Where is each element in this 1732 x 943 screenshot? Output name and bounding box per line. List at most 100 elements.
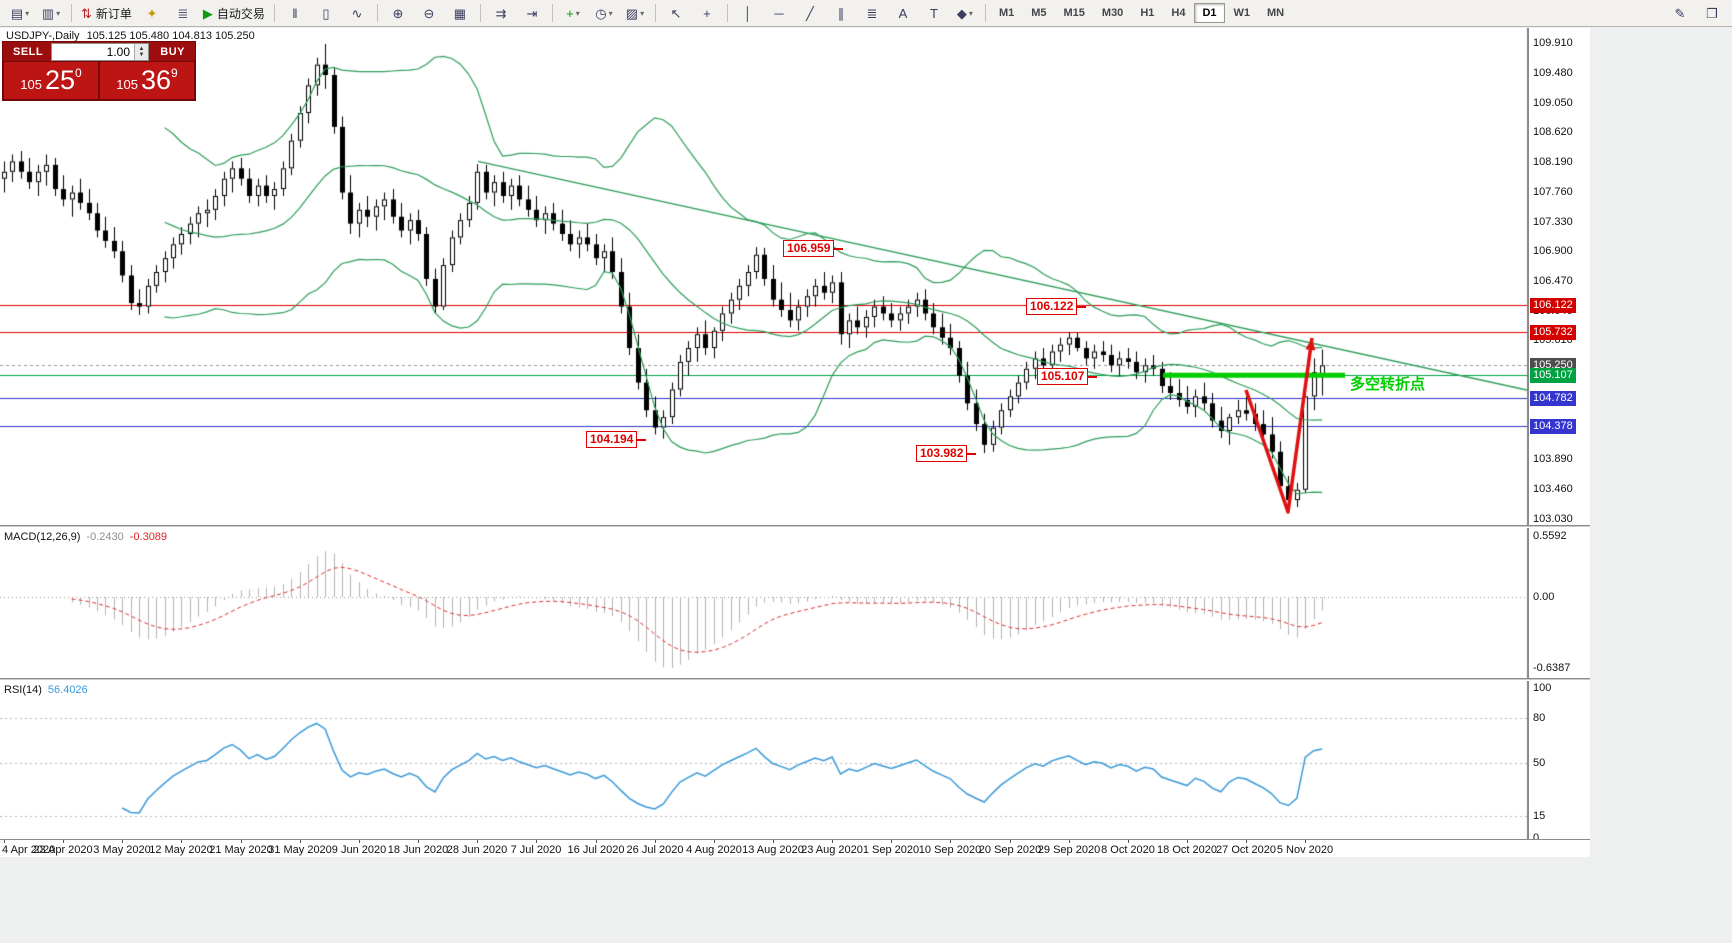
price-callout-label[interactable]: 106.959 — [783, 240, 844, 257]
turning-point-text[interactable]: 多空转折点 — [1350, 376, 1426, 393]
price-chart-canvas[interactable] — [0, 28, 1528, 525]
line-chart-button[interactable]: ∿ — [342, 1, 372, 25]
timeframe-m1-button[interactable]: M1 — [998, 7, 1015, 19]
autotrading-button[interactable]: ▶ 自动交易 — [199, 1, 269, 25]
timeframe-h1-button[interactable]: H1 — [1140, 7, 1155, 19]
timeframe-h4-button[interactable]: H4 — [1171, 7, 1186, 19]
price-axis-label: 109.910 — [1533, 37, 1573, 50]
time-tick — [181, 840, 182, 843]
buy-button[interactable]: 105 36 9 — [100, 62, 194, 99]
macd-name: MACD(12,26,9) — [4, 531, 81, 543]
horizontal-line-button[interactable]: ─ — [764, 1, 794, 25]
toolbar-separator — [726, 4, 728, 22]
indicators-button[interactable]: + ▾ — [558, 1, 588, 25]
equidistant-channel-button[interactable]: ∥ — [826, 1, 856, 25]
auto-scroll-icon: ⇉ — [495, 5, 507, 21]
date-label: 23 Apr 2020 — [33, 844, 93, 856]
periods-button[interactable]: ◷ ▾ — [589, 1, 619, 25]
zoom-in-button[interactable]: ⊕ — [383, 1, 413, 25]
horizontal-line-icon: ─ — [774, 5, 784, 21]
autotrading-icon: ▶ — [202, 5, 213, 21]
templates-button[interactable]: ▨ ▾ — [620, 1, 650, 25]
fibonacci-button[interactable]: ≣ — [857, 1, 887, 25]
date-label: 26 Jul 2020 — [626, 844, 684, 856]
depth-of-market-button[interactable]: ≣ — [168, 1, 198, 25]
profiles-button[interactable]: ▥ ▾ — [36, 1, 66, 25]
text-button[interactable]: A — [888, 1, 918, 25]
macd-axis[interactable]: 0.5592 0.00 -0.6387 — [1528, 528, 1590, 678]
rsi-axis-label: 15 — [1533, 809, 1546, 822]
new-order-button[interactable]: ⇅ 新订单 — [77, 1, 136, 25]
rsi-canvas[interactable] — [0, 681, 1528, 839]
arrows-button[interactable]: ◆ ▾ — [950, 1, 980, 25]
price-axis-label: 108.190 — [1533, 156, 1573, 169]
zoom-out-button[interactable]: ⊖ — [414, 1, 444, 25]
timeframe-m30-button[interactable]: M30 — [1101, 7, 1124, 19]
crosshair-button[interactable]: + — [692, 1, 722, 25]
cursor-button[interactable]: ↖ — [661, 1, 691, 25]
date-label: 23 Aug 2020 — [801, 844, 863, 856]
edit-chart-button[interactable]: ✎ — [1665, 1, 1695, 25]
date-label: 3 May 2020 — [93, 844, 151, 856]
buy-label[interactable]: BUY — [160, 45, 185, 58]
price-callout-label[interactable]: 105.107 — [1037, 368, 1098, 385]
timeframe-mn-button[interactable]: MN — [1267, 7, 1285, 19]
new-chart-button[interactable]: ▤ ▾ — [5, 1, 35, 25]
profiles-icon: ▥ — [41, 5, 55, 21]
rsi-axis[interactable]: 100 80 50 15 0 — [1528, 681, 1590, 844]
chevron-down-icon: ▾ — [608, 8, 613, 18]
toolbar-separator — [551, 4, 553, 22]
bar-chart-button[interactable]: ‖ — [280, 1, 310, 25]
workspace-right-filler — [1590, 28, 1732, 943]
timeframe-m5-button[interactable]: M5 — [1031, 7, 1047, 19]
workspace-bottom-filler — [0, 857, 1590, 943]
sell-price-int: 105 — [20, 77, 42, 92]
bar-chart-icon: ‖ — [292, 5, 298, 21]
price-axis[interactable]: 109.910 109.480 109.050 108.620 108.190 107.7… — [1528, 28, 1590, 525]
chart-title: USDJPY-,Daily 105.125 105.480 104.813 105… — [6, 30, 255, 42]
time-tick — [1187, 840, 1188, 843]
stepper-down-icon[interactable]: ▼ — [138, 52, 145, 58]
date-label: 9 Jun 2020 — [331, 844, 387, 856]
date-label: 12 May 2020 — [149, 844, 213, 856]
panel-splitter-2[interactable] — [0, 678, 1590, 681]
price-axis-label: 109.480 — [1533, 66, 1573, 79]
zoom-in-icon: ⊕ — [392, 5, 404, 21]
vertical-line-button[interactable]: │ — [733, 1, 763, 25]
cursor-icon: ↖ — [670, 5, 682, 21]
trendline-button[interactable]: ╱ — [795, 1, 825, 25]
macd-canvas[interactable] — [0, 528, 1528, 678]
sell-price-pips: 25 — [44, 65, 76, 95]
time-tick — [300, 840, 301, 843]
timeframe-d1-button[interactable]: D1 — [1194, 3, 1225, 23]
depth-of-market-icon: ≣ — [177, 5, 189, 21]
favorites-button[interactable]: ✦ — [137, 1, 167, 25]
stepper-up-icon[interactable]: ▲ — [138, 46, 145, 52]
price-callout-label[interactable]: 103.982 — [916, 445, 977, 462]
time-tick — [418, 840, 419, 843]
equidistant-channel-icon: ∥ — [837, 5, 845, 21]
date-label: 28 Jun 2020 — [446, 844, 508, 856]
chart-shift-button[interactable]: ⇥ — [517, 1, 547, 25]
date-label: 4 Apr 2020 — [2, 844, 56, 856]
volume-input[interactable] — [52, 44, 134, 60]
date-label: 1 Sep 2020 — [862, 844, 920, 856]
candlestick-chart-button[interactable]: ▯ — [311, 1, 341, 25]
price-callout-label[interactable]: 104.194 — [586, 431, 647, 448]
text-label-button[interactable]: T — [919, 1, 949, 25]
date-label: 8 Oct 2020 — [1101, 844, 1155, 856]
price-callout-label[interactable]: 106.122 — [1026, 298, 1087, 315]
panel-splitter[interactable] — [0, 525, 1590, 528]
auto-scroll-button[interactable]: ⇉ — [486, 1, 516, 25]
line-chart-icon: ∿ — [351, 5, 363, 21]
volume-stepper[interactable]: ▲ ▼ — [134, 44, 148, 60]
sell-button[interactable]: 105 25 0 — [4, 62, 98, 99]
timeframe-m15-button[interactable]: M15 — [1063, 7, 1085, 19]
time-axis[interactable]: 4 Apr 2020 23 Apr 2020 3 May 2020 12 May 20… — [0, 839, 1590, 857]
timeframe-w1-button[interactable]: W1 — [1233, 7, 1251, 19]
tile-windows-button[interactable]: ▦ — [445, 1, 475, 25]
duplicate-window-button[interactable]: ❐ — [1697, 1, 1727, 25]
sell-label[interactable]: SELL — [13, 45, 44, 58]
text-label-icon: T — [929, 5, 938, 21]
